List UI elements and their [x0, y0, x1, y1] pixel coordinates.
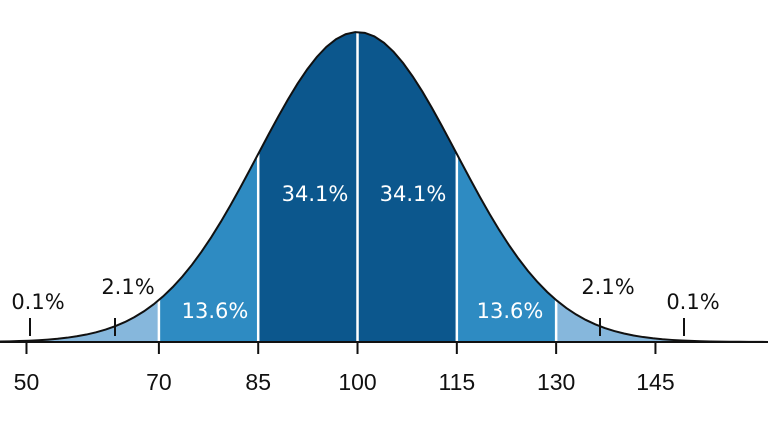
- segment-area: [556, 300, 656, 342]
- percent-label: 13.6%: [477, 299, 544, 323]
- segment-area: [59, 300, 159, 342]
- x-tick-label: 70: [146, 369, 172, 395]
- percent-label: 2.1%: [581, 275, 634, 299]
- percent-label: 2.1%: [101, 275, 154, 299]
- percent-label: 34.1%: [282, 182, 349, 206]
- curve: [0, 31, 768, 343]
- x-tick-label: 145: [636, 369, 674, 395]
- percent-label: 0.1%: [11, 290, 64, 314]
- percent-label: 13.6%: [182, 299, 249, 323]
- x-tick-label: 100: [338, 369, 376, 395]
- x-tick-label: 85: [245, 369, 271, 395]
- percent-label: 34.1%: [380, 182, 447, 206]
- x-tick-label: 115: [438, 369, 475, 395]
- x-tick-label: 50: [14, 369, 40, 395]
- x-tick-label: 130: [537, 369, 575, 395]
- percent-label: 0.1%: [666, 290, 719, 314]
